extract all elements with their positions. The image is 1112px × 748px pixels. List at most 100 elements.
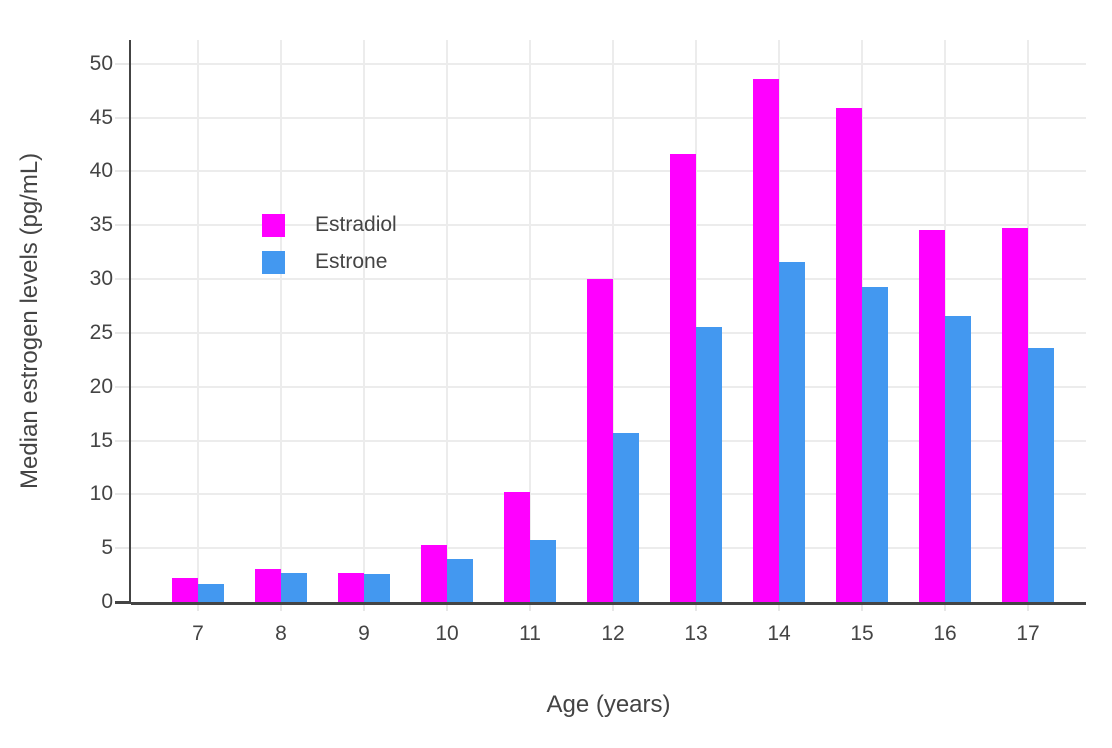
y-tick-label-30: 30: [89, 267, 113, 290]
x-tick-9: [363, 603, 365, 611]
bar-estradiol-age-8[interactable]: [255, 568, 281, 602]
bar-estradiol-age-15[interactable]: [836, 107, 862, 602]
bar-estradiol-age-11[interactable]: [504, 492, 530, 602]
bar-estradiol-age-10[interactable]: [421, 544, 447, 602]
gridline-x-7: [197, 40, 199, 602]
y-tick-25: [115, 331, 129, 334]
legend-item-estradiol[interactable]: Estradiol: [262, 213, 397, 237]
bar-estrone-age-10[interactable]: [447, 558, 473, 602]
gridline-x-13: [695, 40, 697, 602]
y-tick-40: [115, 170, 129, 173]
bar-estradiol-age-14[interactable]: [753, 78, 779, 602]
bar-estradiol-age-7[interactable]: [172, 578, 198, 602]
y-tick-label-10: 10: [89, 482, 113, 506]
x-axis-title: Age (years): [546, 691, 671, 718]
gridline-x-11: [529, 40, 531, 602]
legend-item-estrone[interactable]: Estrone: [262, 250, 397, 274]
legend-label-estradiol: Estradiol: [315, 213, 397, 236]
x-tick-label-13: 13: [684, 622, 708, 645]
bar-group-age-14: [753, 78, 805, 602]
bar-group-age-10: [421, 544, 473, 602]
y-tick-label-0: 0: [101, 590, 113, 613]
bar-estrone-age-9[interactable]: [364, 574, 390, 602]
bar-group-age-15: [836, 107, 888, 602]
y-tick-0: [115, 600, 129, 604]
y-tick-30: [115, 278, 129, 280]
y-tick-45: [115, 116, 129, 119]
bar-estrone-age-13[interactable]: [696, 327, 722, 602]
y-tick-10: [115, 493, 129, 496]
x-tick-label-17: 17: [1016, 622, 1040, 645]
bar-group-age-9: [338, 572, 390, 602]
bar-group-age-13: [670, 154, 722, 602]
y-tick-label-45: 45: [89, 105, 113, 129]
y-tick-label-35: 35: [89, 213, 113, 237]
x-tick-7: [197, 603, 199, 611]
x-tick-13: [695, 603, 697, 611]
y-tick-label-5: 5: [101, 536, 113, 560]
bar-estrone-age-8[interactable]: [281, 572, 307, 602]
x-tick-label-9: 9: [358, 622, 370, 645]
x-tick-label-7: 7: [192, 622, 204, 645]
x-tick-8: [280, 603, 282, 611]
y-tick-5: [115, 547, 129, 550]
legend: Estradiol Estrone: [262, 213, 397, 287]
bar-estradiol-age-13[interactable]: [670, 154, 696, 602]
gridline-x-10: [446, 40, 448, 602]
gridline-y-40: [131, 170, 1086, 173]
y-tick-35: [115, 224, 129, 227]
x-tick-label-11: 11: [519, 622, 541, 645]
y-tick-label-20: 20: [89, 374, 113, 398]
gridline-x-9: [363, 40, 365, 602]
y-tick-label-50: 50: [89, 51, 113, 75]
bar-estrone-age-12[interactable]: [613, 432, 639, 602]
bar-estradiol-age-12[interactable]: [587, 279, 613, 602]
y-tick-label-25: 25: [89, 320, 113, 344]
bar-group-age-12: [587, 279, 639, 602]
y-tick-20: [115, 385, 129, 388]
bar-estradiol-age-9[interactable]: [338, 572, 364, 602]
y-tick-label-40: 40: [89, 159, 113, 183]
x-tick-label-12: 12: [601, 622, 625, 645]
y-tick-15: [115, 439, 129, 442]
bar-group-age-17: [1002, 228, 1054, 602]
bar-estradiol-age-17[interactable]: [1002, 228, 1028, 602]
bar-group-age-16: [919, 229, 971, 602]
bar-estrone-age-17[interactable]: [1028, 347, 1054, 602]
x-tick-label-14: 14: [767, 622, 791, 645]
x-axis-baseline: [131, 602, 1086, 605]
x-tick-16: [944, 603, 946, 611]
legend-label-estrone: Estrone: [315, 250, 388, 273]
estrone-swatch-icon: [262, 250, 285, 274]
x-tick-11: [529, 603, 531, 611]
x-tick-label-16: 16: [933, 622, 957, 645]
x-tick-label-10: 10: [435, 622, 459, 645]
bar-group-age-8: [255, 568, 307, 602]
plot-area: Estradiol Estrone: [129, 40, 1086, 605]
x-tick-15: [861, 603, 863, 611]
bar-estradiol-age-16[interactable]: [919, 229, 945, 602]
bar-estrone-age-7[interactable]: [198, 583, 224, 602]
bar-estrone-age-11[interactable]: [530, 539, 556, 602]
bar-estrone-age-14[interactable]: [779, 261, 805, 602]
gridline-y-50: [131, 62, 1086, 65]
y-axis-line: [129, 40, 131, 604]
gridline-y-35: [131, 224, 1086, 227]
y-tick-label-15: 15: [89, 428, 113, 452]
estradiol-swatch-icon: [262, 213, 285, 237]
bar-group-age-11: [504, 492, 556, 602]
gridline-x-8: [280, 40, 282, 602]
x-tick-label-8: 8: [275, 622, 287, 645]
gridline-y-45: [131, 116, 1086, 119]
gridline-x-17: [1027, 40, 1029, 602]
bar-estrone-age-15[interactable]: [862, 286, 888, 602]
x-tick-14: [778, 603, 780, 611]
x-tick-10: [446, 603, 448, 611]
gridline-x-12: [612, 40, 614, 602]
x-tick-12: [612, 603, 614, 611]
x-tick-17: [1027, 603, 1029, 611]
x-tick-label-15: 15: [850, 622, 874, 645]
bar-estrone-age-16[interactable]: [945, 315, 971, 602]
y-tick-50: [115, 62, 129, 65]
